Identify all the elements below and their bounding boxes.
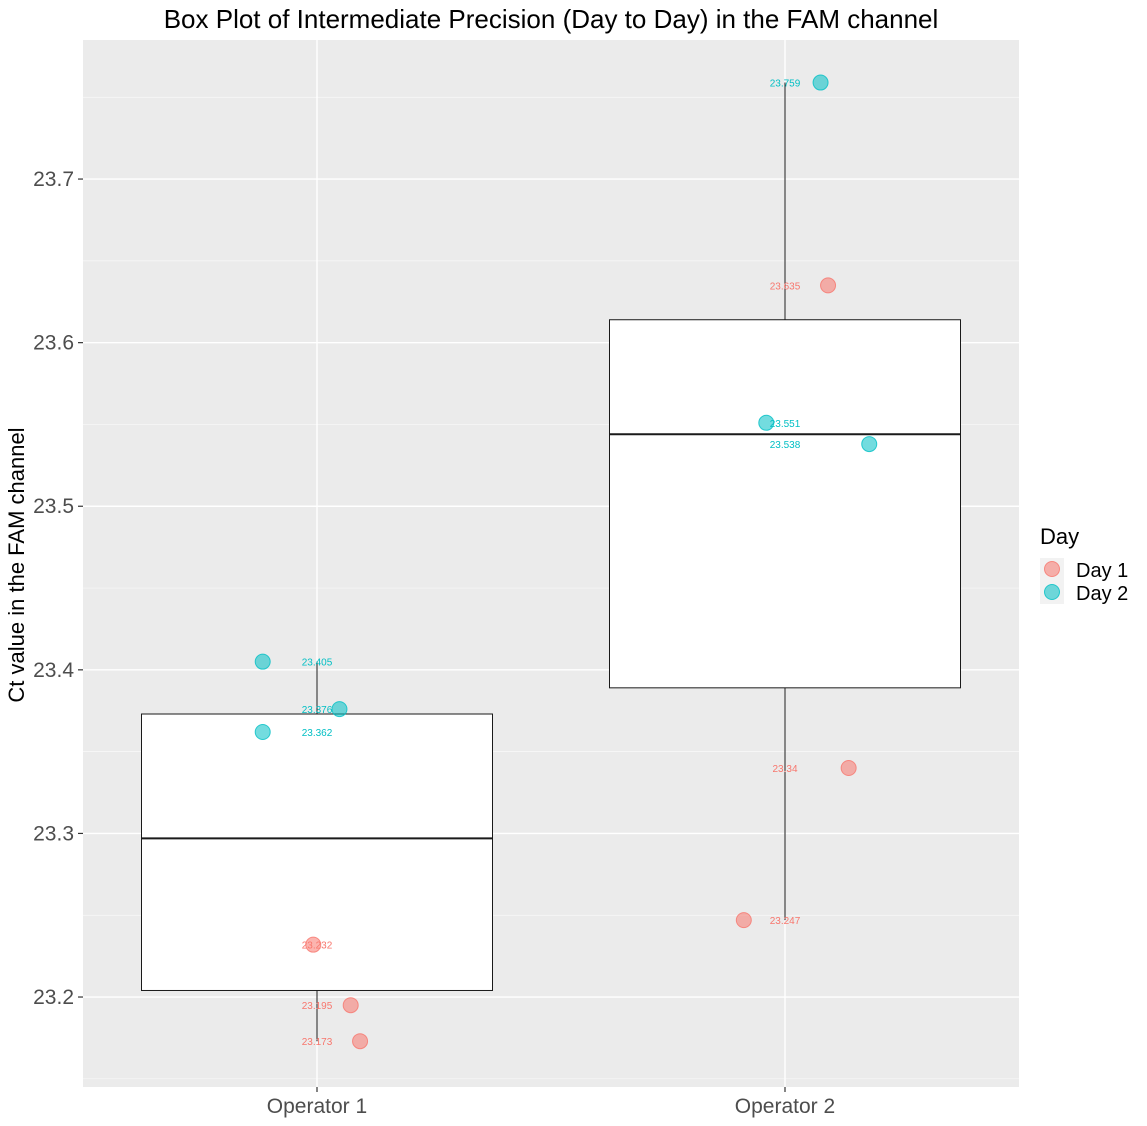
data-label: 23.551 (770, 419, 801, 430)
data-label: 23.362 (302, 728, 333, 739)
x-tick-label: Operator 2 (735, 1095, 835, 1118)
legend-label: Day 1 (1076, 560, 1128, 582)
data-label: 23.34 (772, 764, 797, 775)
legend-title: Day (1040, 524, 1079, 549)
data-label: 23.405 (302, 658, 333, 669)
data-point (758, 414, 775, 431)
legend-key-2 (1044, 584, 1060, 600)
data-label: 23.538 (770, 440, 801, 451)
y-tick-label: 23.7 (33, 168, 74, 191)
plot-panel: 23.2 23.3 23.4 23.5 23.6 23.7 Operator 1 Operat… (33, 40, 1019, 1118)
legend-label: Day 2 (1076, 583, 1128, 605)
data-point (352, 1033, 369, 1050)
data-point (812, 74, 829, 91)
data-point (305, 936, 322, 953)
data-point (820, 277, 837, 294)
data-label: 23.759 (770, 79, 801, 90)
data-point (861, 436, 878, 453)
data-point (735, 912, 752, 929)
data-point (342, 997, 359, 1014)
chart-title: Box Plot of Intermediate Precision (Day … (164, 4, 939, 34)
data-label: 23.195 (302, 1001, 333, 1012)
data-label: 23.376 (302, 705, 333, 716)
data-label: 23.232 (302, 941, 333, 952)
legend-key-1 (1044, 561, 1060, 577)
data-point (331, 701, 348, 718)
data-label: 23.635 (770, 281, 801, 292)
data-label: 23.173 (302, 1037, 333, 1048)
y-axis-title: Ct value in the FAM channel (4, 427, 29, 702)
y-tick-label: 23.4 (33, 659, 74, 682)
data-point (254, 653, 271, 670)
data-label: 23.247 (770, 916, 801, 927)
y-tick-label: 23.3 (33, 822, 74, 845)
y-tick-label: 23.2 (33, 986, 74, 1009)
data-point (840, 759, 857, 776)
data-point (254, 724, 271, 741)
box (609, 319, 961, 689)
y-tick-label: 23.6 (33, 332, 74, 355)
x-tick-label: Operator 1 (267, 1095, 367, 1118)
y-tick-label: 23.5 (33, 495, 74, 518)
